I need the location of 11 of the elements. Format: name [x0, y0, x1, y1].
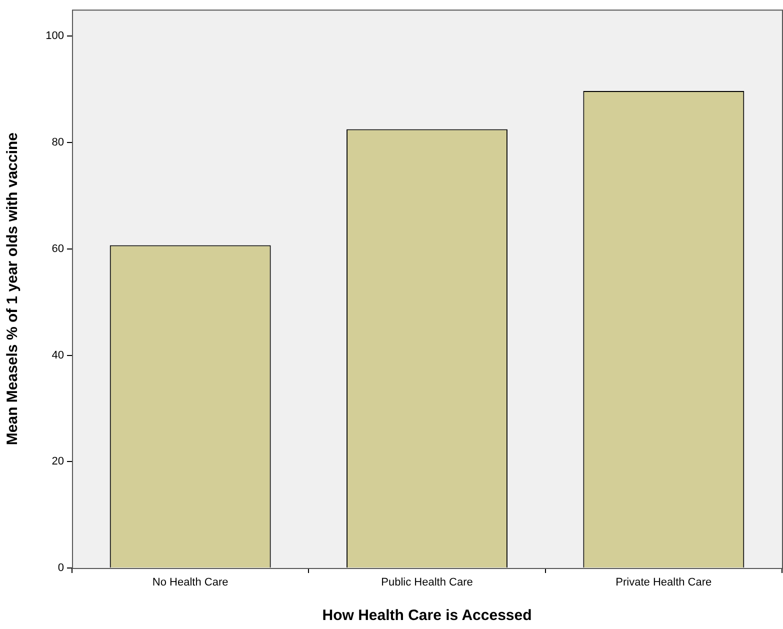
y-tick-label: 20 — [52, 456, 64, 468]
x-axis-title: How Health Care is Accessed — [322, 607, 532, 624]
x-tick-label: Private Health Care — [616, 576, 712, 589]
y-tick-label: 40 — [52, 349, 64, 362]
x-tick-label: No Health Care — [152, 576, 228, 589]
y-tick-label: 0 — [58, 562, 64, 574]
y-tick-label: 60 — [52, 242, 64, 255]
y-tick-label: 80 — [52, 136, 64, 149]
x-tick-label: Public Health Care — [381, 576, 473, 589]
y-axis-title: Mean Measels % of 1 year olds with vaccine — [4, 132, 22, 446]
y-tick-label: 100 — [46, 30, 64, 42]
